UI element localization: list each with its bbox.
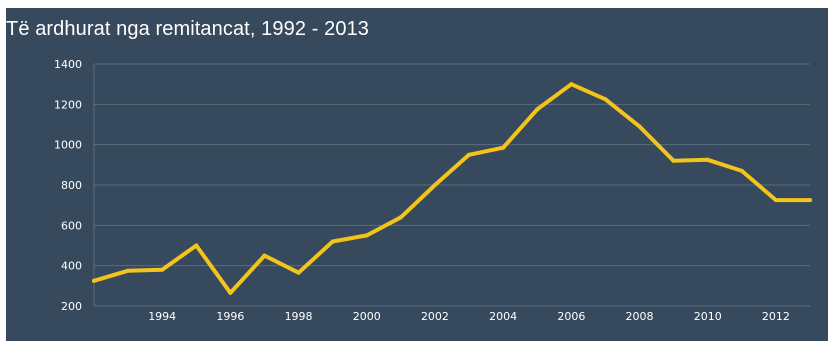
x-tick-label: 1998 — [285, 310, 313, 323]
data-point — [773, 198, 778, 203]
chart-title: Të ardhurat nga remitancat, 1992 - 2013 — [6, 18, 370, 40]
data-point — [569, 82, 574, 87]
y-tick-label: 1000 — [54, 139, 82, 152]
data-point — [535, 107, 540, 112]
x-tick-label: 2008 — [626, 310, 654, 323]
data-point — [296, 270, 301, 275]
grid-lines — [93, 63, 810, 307]
x-tick-label: 2004 — [489, 310, 517, 323]
y-tick-label: 200 — [61, 300, 82, 313]
data-point — [364, 233, 369, 238]
data-point — [126, 268, 131, 273]
y-axis: 200 400 600 800 1000 1200 1400 — [54, 58, 82, 313]
data-point — [637, 124, 642, 129]
data-point — [92, 278, 96, 283]
y-tick-label: 400 — [61, 260, 82, 273]
data-point — [603, 97, 608, 102]
y-tick-label: 1200 — [54, 98, 82, 111]
data-point — [467, 152, 472, 157]
x-tick-label: 2000 — [353, 310, 381, 323]
series-line-0 — [92, 82, 812, 295]
data-point — [398, 215, 403, 220]
data-point — [739, 168, 744, 173]
x-tick-label: 1996 — [216, 310, 244, 323]
data-point — [705, 157, 710, 162]
x-tick-label: 2010 — [694, 310, 722, 323]
x-tick-label: 2006 — [557, 310, 585, 323]
x-tick-label: 2002 — [421, 310, 449, 323]
data-point — [501, 145, 506, 150]
data-point — [262, 253, 267, 258]
y-tick-label: 1400 — [54, 58, 82, 71]
data-point — [432, 183, 437, 187]
data-point — [330, 239, 335, 244]
x-tick-label: 1994 — [148, 310, 176, 323]
x-tick-label: 2012 — [762, 310, 790, 323]
data-point — [228, 290, 233, 295]
data-point — [808, 198, 812, 203]
data-point — [671, 158, 676, 163]
data-point — [194, 243, 199, 248]
series-layer — [92, 82, 812, 295]
y-tick-label: 600 — [61, 219, 82, 232]
y-tick-label: 800 — [61, 179, 82, 192]
data-point — [160, 267, 165, 272]
x-axis: 1994 1996 1998 2000 2002 2004 2006 2008 2010 2012 — [148, 310, 790, 323]
